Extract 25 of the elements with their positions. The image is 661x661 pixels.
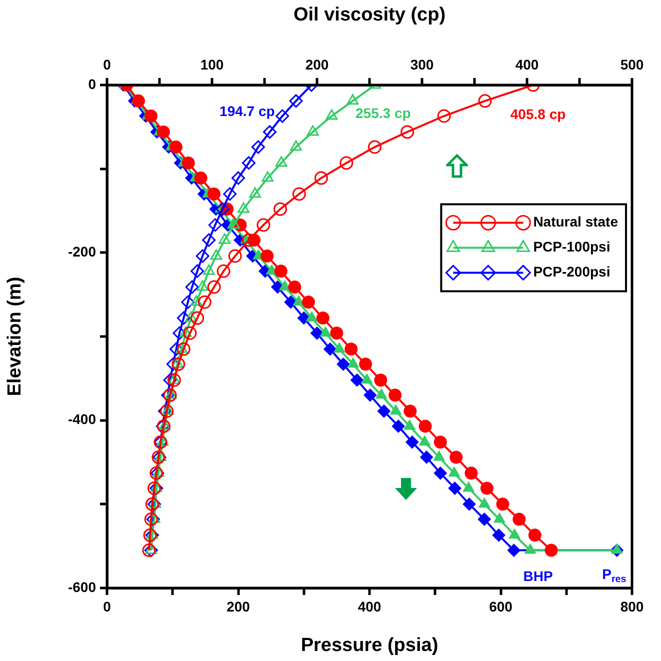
y-tick-label: -600: [68, 578, 96, 595]
x-tick-label: 400: [358, 598, 382, 614]
x2-axis-title: Oil viscosity (cp): [293, 4, 446, 26]
x-axis-title: Pressure (psia): [300, 634, 438, 656]
annotation: 405.8 cp: [510, 106, 566, 122]
y-axis-title: Elevation (m): [4, 276, 26, 396]
annotation: 194.7 cp: [220, 103, 275, 120]
x-tick-label: 600: [489, 598, 513, 614]
x2-tick-label: 400: [515, 56, 539, 72]
annotation: 255.3 cp: [356, 105, 411, 122]
annotation: BHP: [523, 568, 553, 584]
legend-label: PCP-200psi: [533, 264, 610, 280]
y-tick-label: 0: [88, 76, 96, 92]
x-tick-label: 200: [226, 598, 250, 614]
x2-tick-label: 300: [410, 56, 434, 72]
x2-tick-label: 500: [620, 56, 644, 72]
y-tick-label: -400: [68, 411, 96, 428]
x2-tick-label: 100: [200, 56, 224, 72]
y-tick-label: -200: [68, 244, 96, 260]
x2-tick-label: 0: [103, 56, 112, 72]
x-tick-label: 0: [103, 598, 112, 614]
legend-label: Natural state: [533, 214, 618, 230]
x-tick-label: 800: [620, 598, 644, 614]
legend-label: PCP-100psi: [533, 238, 610, 255]
x2-tick-label: 200: [305, 56, 329, 72]
